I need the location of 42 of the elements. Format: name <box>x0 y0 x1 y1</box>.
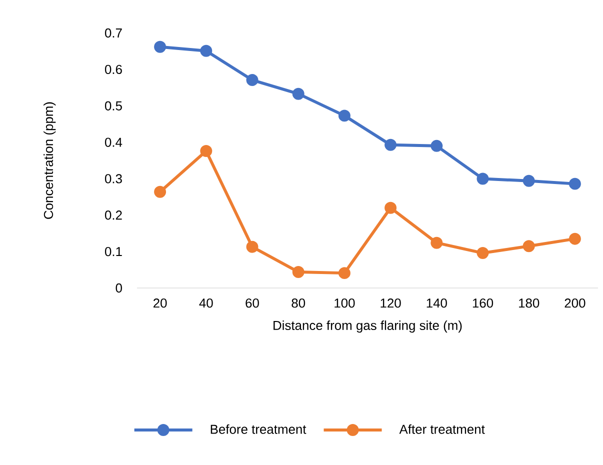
point <box>384 138 397 151</box>
y-tick-label: 0 <box>116 283 122 293</box>
x-tick-label: 160 <box>472 298 494 308</box>
point <box>154 186 166 198</box>
x-tick-label: 20 <box>154 298 167 308</box>
point <box>568 178 581 190</box>
y-tick-label: 0.4 <box>104 138 122 147</box>
x-tick-label: 200 <box>564 298 586 308</box>
x-axis-title: Distance from gas flaring site (m) <box>274 320 462 333</box>
y-tick-label: 0.7 <box>104 28 122 38</box>
legend-label: Before treatment <box>210 424 306 434</box>
x-tick-label: 140 <box>426 298 447 308</box>
x-tick-label: 40 <box>199 298 213 308</box>
point <box>476 247 489 260</box>
y-tick-label: 0.3 <box>104 174 122 184</box>
point <box>338 267 350 280</box>
point <box>522 174 535 187</box>
y-axis-title: Concentration (ppm) <box>44 102 56 219</box>
y-tick-label: 0.2 <box>104 210 122 220</box>
point <box>338 110 350 122</box>
x-tick-label: 80 <box>292 298 306 308</box>
point <box>200 145 212 158</box>
point <box>246 74 258 86</box>
point <box>476 172 489 185</box>
y-tick-label: 0.6 <box>104 64 122 74</box>
y-tick-label: 0.5 <box>104 101 122 110</box>
x-tick-label: 100 <box>334 298 355 308</box>
x-tick-label: 60 <box>246 298 259 308</box>
x-tick-label: 180 <box>519 298 540 308</box>
point <box>568 232 581 245</box>
y-tick-label: 0.1 <box>104 246 122 256</box>
point <box>154 40 166 53</box>
point <box>384 202 397 214</box>
legend-label: After treatment <box>399 424 485 434</box>
point <box>292 266 304 278</box>
point <box>246 240 258 253</box>
x-tick-label: 120 <box>380 298 401 308</box>
point <box>200 44 212 57</box>
point <box>430 236 443 249</box>
point <box>292 88 304 100</box>
point <box>430 140 443 152</box>
point <box>522 240 535 252</box>
